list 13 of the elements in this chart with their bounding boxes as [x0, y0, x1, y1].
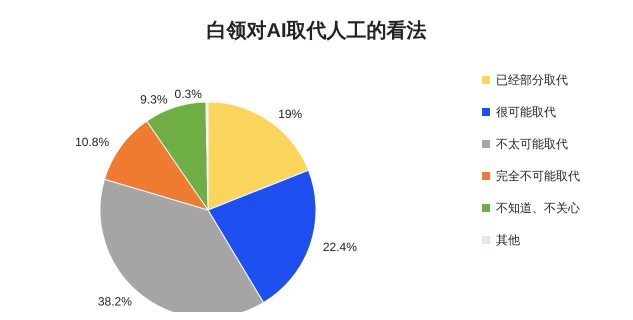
data-label: 9.3% [140, 92, 168, 107]
legend-label: 完全不可能取代 [496, 169, 580, 183]
legend-label: 不太可能取代 [496, 137, 568, 151]
legend-label: 其他 [496, 233, 520, 247]
data-label: 10.8% [75, 134, 110, 149]
data-label: 0.3% [174, 87, 202, 102]
legend-label: 已经部分取代 [496, 73, 568, 87]
legend-label: 很可能取代 [496, 105, 556, 119]
data-label: 22.4% [322, 240, 358, 254]
data-label: 38.2% [98, 294, 132, 309]
chart-title: 白领对AI取代人工的看法 [206, 19, 426, 42]
data-label: 19% [278, 107, 303, 122]
legend-label: 不知道、不关心 [496, 201, 580, 215]
